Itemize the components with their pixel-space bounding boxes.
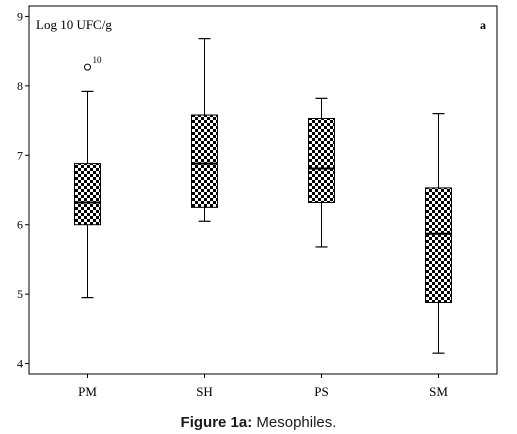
chart-svg: Log 10 UFC/g a 4 5 6 7 8 9 10 PM SH PS SM: [17, 5, 498, 399]
box-pm: 10: [74, 55, 103, 299]
box-plot-chart: Log 10 UFC/g a 4 5 6 7 8 9 10 PM SH PS SM: [17, 5, 498, 399]
box-sh: [191, 38, 218, 222]
outlier-point: [84, 63, 91, 71]
x-tick-label: PS: [314, 384, 328, 399]
boxes-group: 10: [74, 38, 452, 354]
caption-label: Figure 1a:: [180, 414, 253, 431]
box-iqr: [74, 163, 101, 226]
y-tick-label: 7: [17, 148, 23, 162]
box-iqr: [425, 187, 452, 303]
y-tick-label: 4: [17, 357, 23, 371]
box-iqr: [191, 114, 218, 208]
outlier-label: 10: [93, 55, 103, 65]
caption-text: Mesophiles.: [252, 414, 337, 431]
y-axis-label: Log 10 UFC/g: [36, 17, 112, 32]
y-tick-label: 5: [17, 287, 23, 301]
plot-frame: [28, 5, 498, 375]
y-axis: 4 5 6 7 8 9: [17, 9, 29, 371]
y-tick-label: 6: [17, 218, 23, 232]
y-tick-label: 8: [17, 79, 23, 93]
box-sm: [425, 113, 452, 354]
panel-label: a: [480, 18, 486, 32]
y-tick-label: 9: [17, 9, 23, 23]
x-tick-label: PM: [78, 384, 97, 399]
x-axis: PM SH PS SM: [78, 374, 448, 399]
x-tick-label: SM: [429, 384, 448, 399]
figure-caption: Figure 1a: Mesophiles.: [0, 414, 517, 431]
box-iqr: [308, 117, 335, 203]
box-ps: [308, 97, 335, 248]
x-tick-label: SH: [196, 384, 213, 399]
